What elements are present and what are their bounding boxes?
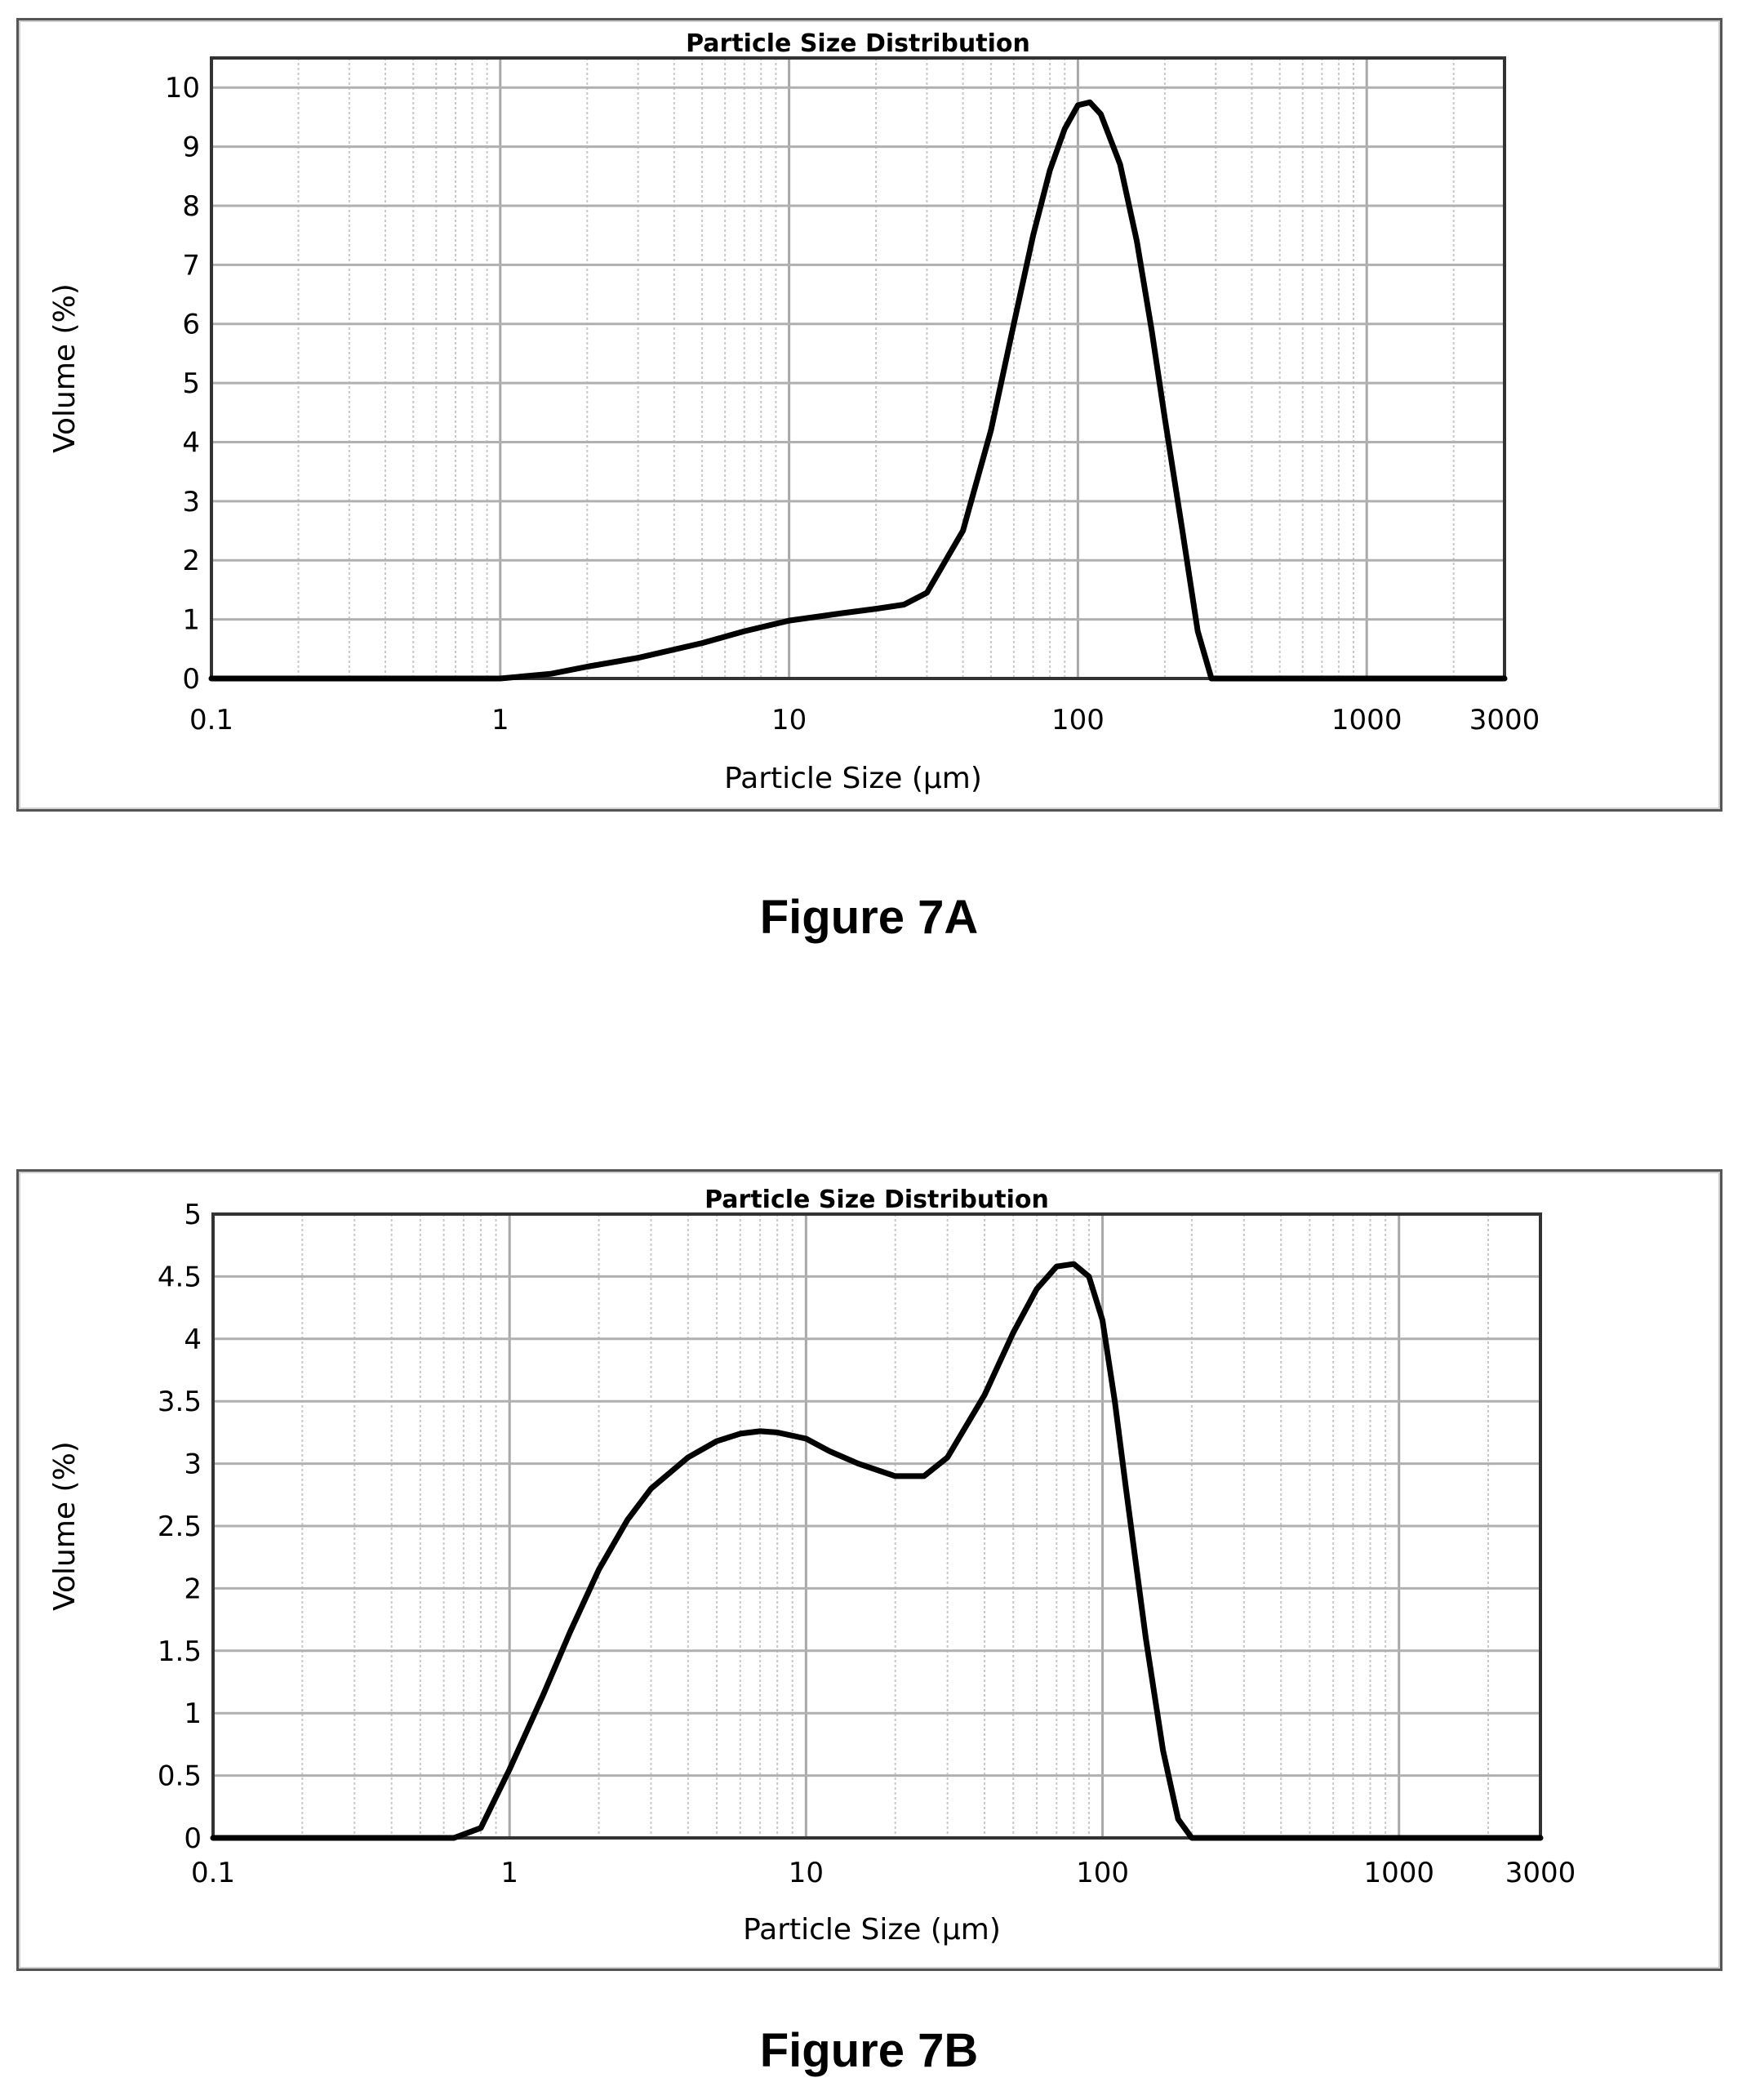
x-tick-label: 1 [491,704,509,736]
chart-svg-7b: 0 0.5 1 1.5 2 2.5 3 3.5 4 4.5 5 0.1 1 10 100 1000 3000 Pa… [48,1186,1576,1947]
minor-gridlines [301,1214,1490,1838]
y-axis-title: Volume (%) [48,1441,82,1611]
y-tick-label: 4 [182,426,200,459]
y-tick-label: 2 [182,545,200,577]
x-tick-label: 0.1 [191,1857,235,1889]
y-tick-label: 0.5 [158,1760,202,1793]
y-tick-label: 0 [182,663,200,696]
figure-caption-7b: Figure 7B [759,2024,979,2077]
y-tick-label: 8 [182,190,200,223]
y-tick-label: 3.5 [158,1386,202,1418]
plot-area [211,58,1505,678]
x-axis-title: Particle Size (µm) [724,762,982,795]
chart-title: Particle Size Distribution [705,1186,1049,1214]
x-tick-label: 10 [771,704,807,736]
x-tick-label: 1 [500,1857,518,1889]
y-tick-label: 4 [184,1324,202,1356]
y-tick-label: 5 [182,367,200,400]
chart-panel-7a: 0 1 2 3 4 5 6 7 8 9 10 0.1 1 10 100 1000 3000 Particle Si… [16,18,1722,812]
x-tick-label: 3000 [1469,704,1540,736]
plot-border [211,1212,1542,1840]
y-tick-label: 3 [184,1448,202,1481]
y-tick-label: 1 [182,604,200,637]
x-tick-label: 10 [789,1857,824,1889]
y-tick-label: 2.5 [158,1510,202,1543]
y-tick-label: 6 [182,309,200,341]
y-axis-title: Volume (%) [48,283,82,453]
y-tick-label: 9 [182,131,200,164]
x-tick-label: 3000 [1505,1857,1576,1889]
y-tick-label: 4.5 [158,1261,202,1293]
y-tick-label: 10 [165,72,200,105]
minor-gridlines [297,58,1455,678]
horizontal-gridlines [211,86,1505,680]
y-tick-label: 3 [182,486,200,518]
plot-border [210,56,1506,680]
chart-svg-7a: 0 1 2 3 4 5 6 7 8 9 10 0.1 1 10 100 1000 3000 Particle Si… [48,29,1540,795]
x-tick-label: 100 [1051,704,1105,736]
x-axis-title: Particle Size (µm) [743,1913,1001,1947]
y-tick-label: 2 [184,1573,202,1605]
y-tick-label: 5 [184,1199,202,1231]
y-tick-label: 1.5 [158,1635,202,1668]
figure-caption-7a: Figure 7A [759,891,979,944]
chart-title: Particle Size Distribution [686,29,1030,58]
chart-panel-7b: 0 0.5 1 1.5 2 2.5 3 3.5 4 4.5 5 0.1 1 10 100 1000 3000 Pa… [16,1169,1722,1971]
y-tick-label: 7 [182,249,200,282]
x-tick-label: 1000 [1363,1857,1434,1889]
y-tick-label: 1 [184,1697,202,1730]
series-line [208,99,1508,682]
x-tick-label: 100 [1076,1857,1129,1889]
y-tick-label: 0 [184,1822,202,1855]
x-tick-label: 0.1 [189,704,233,736]
series-line [210,1261,1544,1841]
x-tick-label: 1000 [1331,704,1402,736]
